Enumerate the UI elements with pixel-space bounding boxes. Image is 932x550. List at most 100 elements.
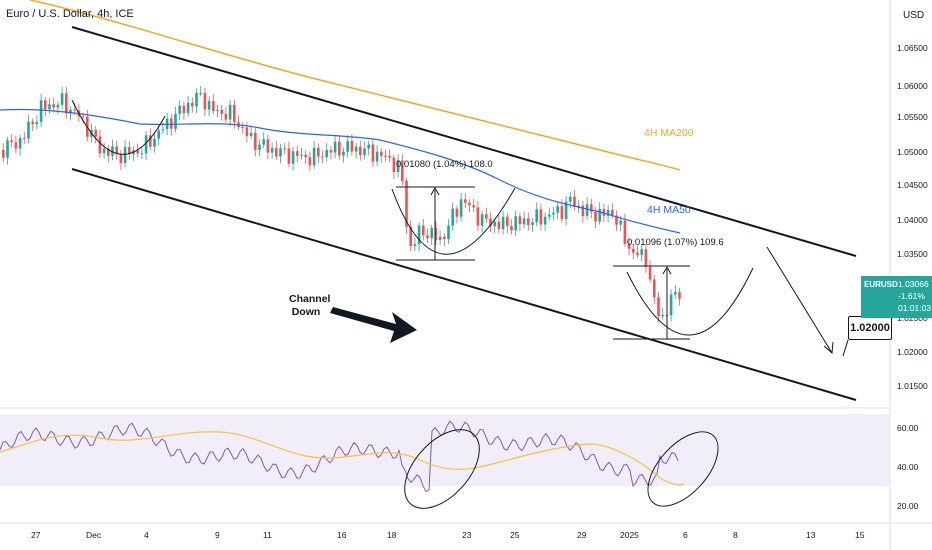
candle-body xyxy=(464,199,467,203)
price-tick-label: 1.02000 xyxy=(897,347,928,357)
candle-body xyxy=(653,279,656,298)
candle-body xyxy=(31,121,34,125)
candle-body xyxy=(23,138,26,140)
candle-body xyxy=(539,209,543,225)
projection-arrow-line xyxy=(766,246,833,354)
candle-body xyxy=(371,144,375,162)
candle-body xyxy=(258,144,261,150)
candle-body xyxy=(312,147,316,166)
candle-body xyxy=(195,93,198,107)
currency-label[interactable]: USD xyxy=(903,10,925,21)
time-tick-label: 9 xyxy=(215,530,220,540)
time-tick-label: 25 xyxy=(510,530,520,540)
candle-body xyxy=(308,157,312,166)
candle-body xyxy=(98,136,102,154)
candle-body xyxy=(510,226,513,231)
measure1-arrowhead xyxy=(430,186,440,196)
candle-body xyxy=(447,225,450,240)
candle-body xyxy=(506,216,509,227)
time-tick-label: 6 xyxy=(683,530,688,540)
candle-body xyxy=(426,235,429,239)
candle-body xyxy=(489,218,492,227)
candle-body xyxy=(640,249,643,255)
price-tick-label: 1.01500 xyxy=(897,381,928,391)
candle-body xyxy=(594,211,597,222)
candle-body xyxy=(27,121,30,139)
candle-body xyxy=(392,157,396,173)
candle-body xyxy=(632,248,635,253)
rsi-tick-label: 60.00 xyxy=(897,423,919,433)
candle-body xyxy=(39,100,43,122)
time-tick-label: 23 xyxy=(462,530,472,540)
candle-body xyxy=(560,206,564,220)
candle-body xyxy=(443,236,446,240)
candle-body xyxy=(590,204,593,212)
candle-body xyxy=(648,266,652,280)
arc-1 xyxy=(71,99,166,155)
candle-body xyxy=(2,150,5,158)
candle-body xyxy=(266,139,270,153)
candle-body xyxy=(249,132,253,137)
target-label: 1.02000 xyxy=(848,316,892,340)
candle-body xyxy=(262,139,265,145)
candle-body xyxy=(107,148,110,156)
rsi-ellipse-1 xyxy=(404,429,480,509)
candle-body xyxy=(430,228,433,239)
time-tick-label: 8 xyxy=(733,530,738,540)
rsi-ellipse-2 xyxy=(647,431,719,507)
candle-body xyxy=(497,221,501,230)
candle-body xyxy=(161,129,165,131)
candle-body xyxy=(342,151,345,156)
candle-body xyxy=(216,109,219,111)
price-tick-label: 1.05500 xyxy=(897,112,928,122)
price-tick-label: 1.04500 xyxy=(897,180,928,190)
candle-body xyxy=(56,104,60,108)
candle-body xyxy=(350,141,354,152)
candle-body xyxy=(270,148,274,153)
candle-body xyxy=(73,109,76,111)
candle-body xyxy=(401,160,404,181)
candle-body xyxy=(493,221,496,227)
price-tick-label: 1.02500 xyxy=(897,313,928,323)
candle-body xyxy=(346,141,349,152)
candle-body xyxy=(220,109,223,115)
candle-body xyxy=(199,92,202,94)
candle-body xyxy=(581,205,585,217)
rsi-tick-label: 40.00 xyxy=(897,462,919,472)
candle-body xyxy=(228,104,232,120)
candle-body xyxy=(636,252,639,255)
candle-body xyxy=(233,104,236,123)
candle-body xyxy=(170,118,173,129)
candle-body xyxy=(18,138,22,149)
candle-body xyxy=(480,214,484,226)
candle-body xyxy=(661,315,664,317)
candle-body xyxy=(476,207,480,226)
price-change: -1.61% xyxy=(898,291,925,301)
candle-body xyxy=(363,148,366,156)
candle-body xyxy=(178,105,181,114)
candle-body xyxy=(283,148,286,150)
candle-body xyxy=(468,202,471,206)
candle-body xyxy=(123,147,127,164)
candle-body xyxy=(417,225,421,245)
candle-body xyxy=(585,204,589,217)
candle-body xyxy=(119,153,123,164)
candle-body xyxy=(65,93,68,114)
measure2-arrowhead xyxy=(662,265,672,275)
candle-body xyxy=(380,151,383,156)
rsi-line xyxy=(0,420,679,493)
symbol-label: EURUSD xyxy=(864,280,898,289)
time-tick-label: Dec xyxy=(86,530,102,540)
time-tick-label: 11 xyxy=(263,530,272,540)
candle-body xyxy=(115,146,118,154)
candle-body xyxy=(455,208,459,217)
chart-title: Euro / U.S. Dollar, 4h, ICE xyxy=(6,8,134,20)
candle-body xyxy=(602,209,606,216)
candle-body xyxy=(564,201,568,220)
candle-body xyxy=(291,151,295,164)
candle-body xyxy=(535,209,538,223)
candle-body xyxy=(182,105,186,114)
candle-body xyxy=(304,154,307,158)
candle-body xyxy=(531,222,534,225)
